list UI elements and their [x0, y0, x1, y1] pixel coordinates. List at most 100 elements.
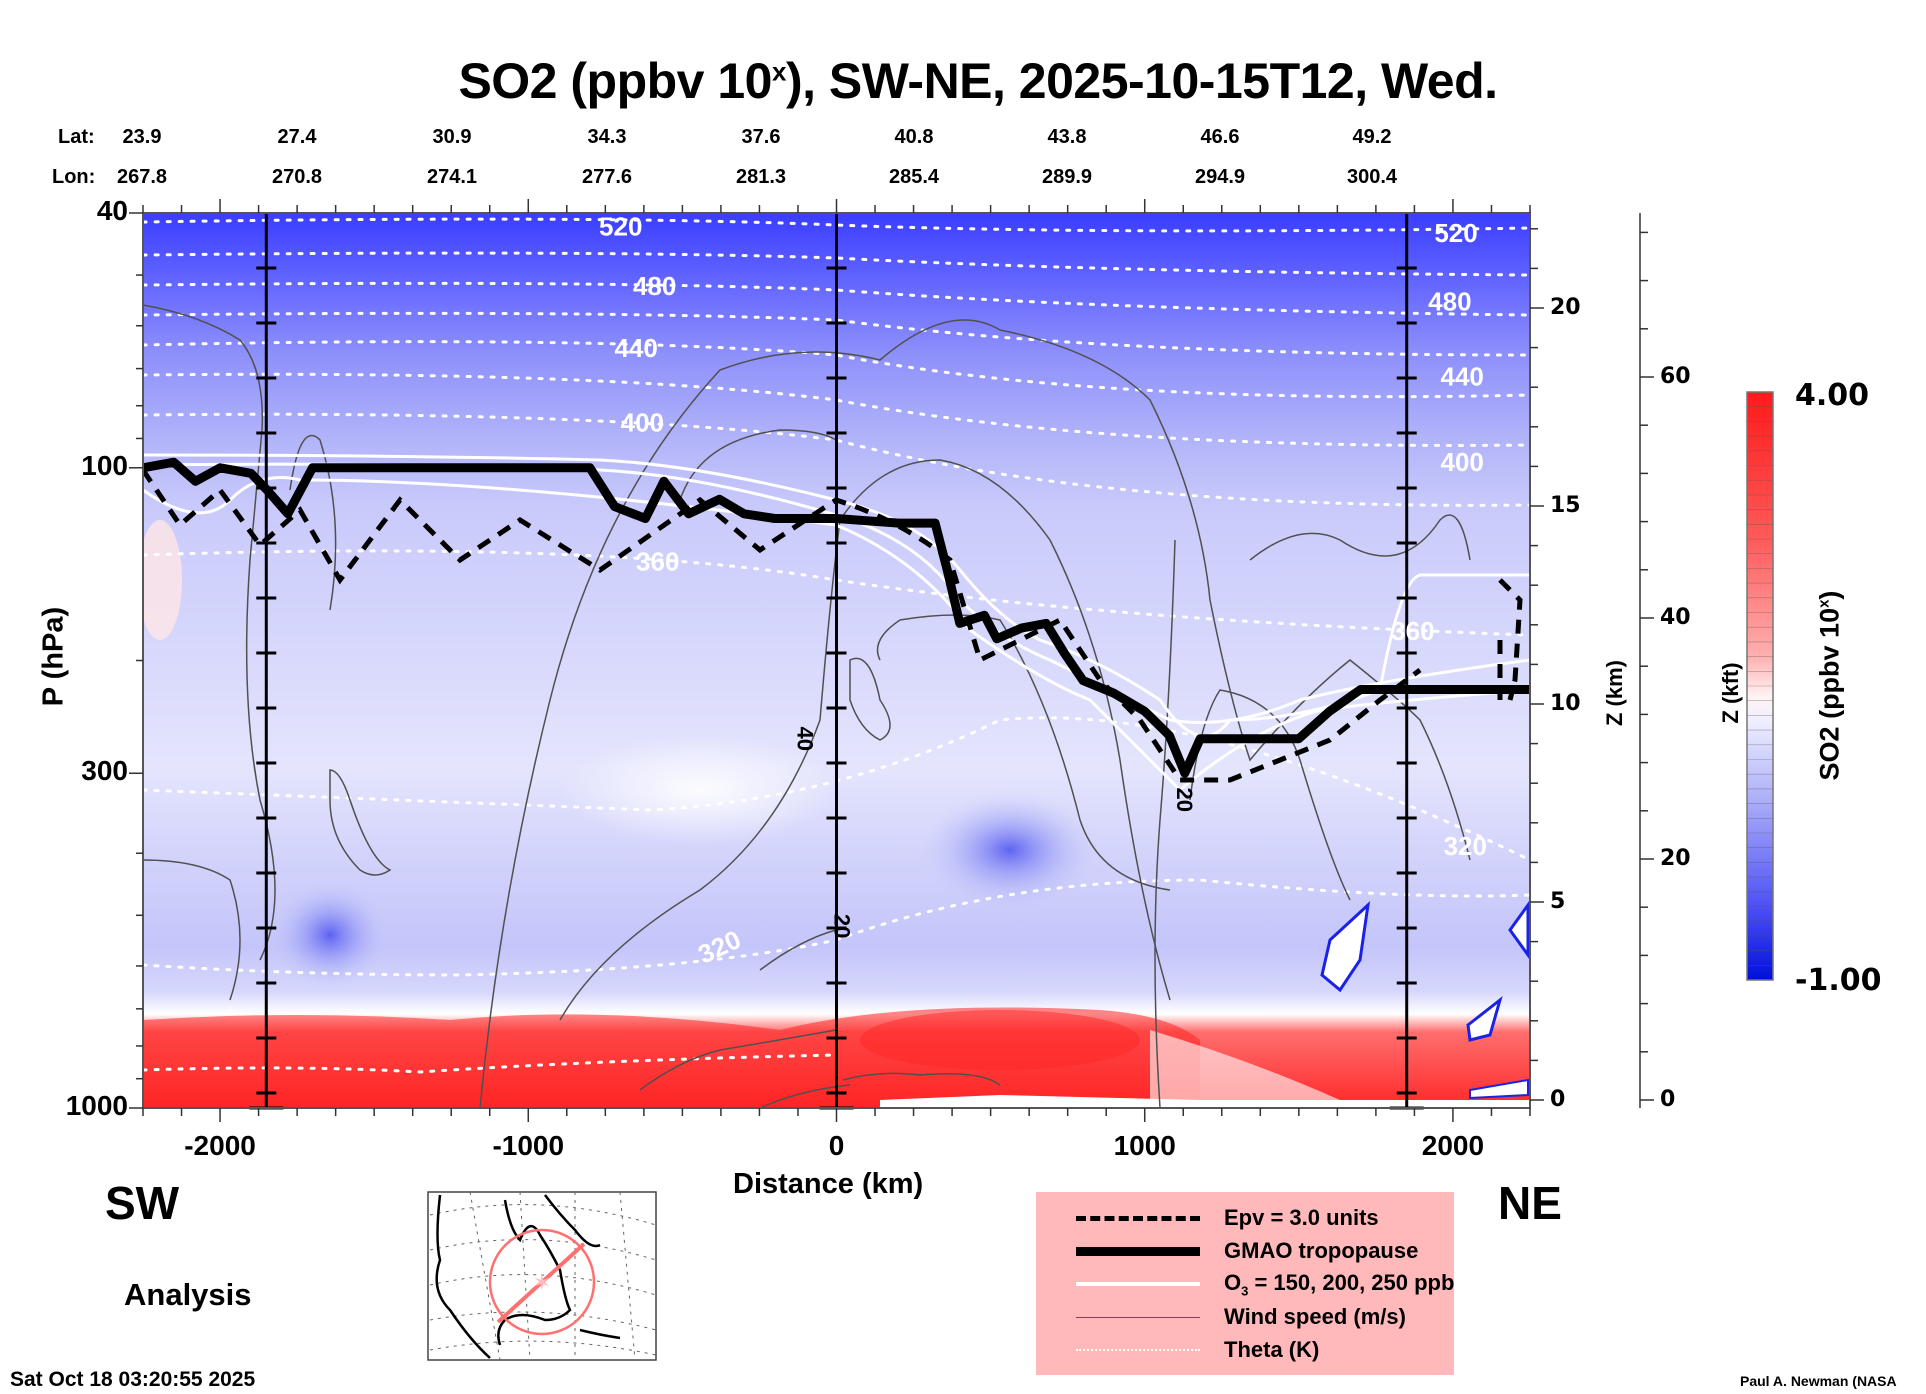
lon-value: 289.9: [1041, 166, 1093, 188]
lon-value: 281.3: [735, 166, 787, 188]
so2-white-pocket: [1469, 1078, 1529, 1100]
theta-label: 320: [1444, 831, 1487, 861]
legend-label: O3 = 150, 200, 250 ppb: [1224, 1270, 1454, 1298]
legend-item-theta: Theta (K): [1076, 1335, 1319, 1365]
wind-contour-line: [329, 769, 392, 876]
footer-credit: Paul A. Newman (NASA: [1740, 1373, 1897, 1389]
legend-label: Epv = 3.0 units: [1224, 1205, 1379, 1230]
wind-contour-line: [1189, 689, 1351, 901]
boundary-layer-red: [143, 1007, 1200, 1108]
theta-contour-line: [143, 217, 1530, 233]
lon-value: 294.9: [1194, 166, 1246, 188]
legend-label-rest: = 150, 200, 250 ppb: [1248, 1269, 1455, 1295]
theta-label: 480: [1428, 287, 1471, 317]
y-tick-label: 40: [96, 195, 128, 226]
z-kft-axis: [1639, 213, 1654, 1108]
run-type-label: Analysis: [124, 1277, 252, 1312]
legend-swatch-dotted: [1076, 1349, 1200, 1351]
direction-left-label: SW: [105, 1177, 180, 1229]
wind-contour-line: [639, 1029, 837, 1091]
z-km-tick-label: 15: [1550, 493, 1581, 518]
legend-item-wind: Wind speed (m/s): [1076, 1302, 1406, 1332]
lon-value: 274.1: [426, 166, 478, 188]
colorbar-max-label: 4.00: [1795, 378, 1870, 413]
legend-swatch-dashed: [1076, 1215, 1200, 1221]
lon-value: 300.4: [1346, 166, 1398, 188]
lon-value: 277.6: [581, 166, 633, 188]
so2-low-patch: [920, 790, 1100, 910]
map-center-star-icon: ✶: [533, 1270, 551, 1295]
wind-contour-line: [679, 429, 837, 501]
z-km-tick-label: 10: [1550, 691, 1581, 716]
title-text: SO2 (ppbv 10: [458, 53, 772, 109]
x-axis-ticks: [142, 199, 1531, 1122]
so2-pink-patch: [143, 520, 182, 640]
so2-field: [143, 213, 1530, 1108]
z-km-tick-label: 20: [1550, 295, 1581, 320]
wind-speed-label: 20: [830, 914, 855, 938]
wind-contour-line: [1249, 514, 1471, 561]
map-range-circle: [488, 1228, 596, 1336]
z-kft-tick-label: 20: [1660, 846, 1691, 871]
y-axis-title: P (hPa): [37, 606, 70, 707]
z-km-tick-label: 0: [1550, 1087, 1566, 1112]
y-axis-ticks: [129, 212, 143, 1109]
lon-value: 267.8: [116, 166, 168, 188]
so2-white-pocket: [1508, 900, 1530, 960]
colorbar-title-end: ): [1814, 590, 1845, 600]
wind-contour-line: [849, 657, 891, 741]
title-text-suffix: ), SW-NE, 2025-10-15T12, Wed.: [785, 53, 1498, 109]
x-tick-label: 2000: [1421, 1130, 1485, 1161]
lat-value: 27.4: [277, 126, 317, 148]
z-kft-tick-label: 0: [1660, 1087, 1676, 1112]
x-tick-label: 0: [828, 1130, 845, 1161]
title-superscript: x: [771, 56, 786, 87]
lon-label: Lon:: [52, 166, 96, 188]
legend-label-sub: 3: [1241, 1283, 1249, 1299]
legend-item-tropopause: GMAO tropopause: [1076, 1236, 1418, 1266]
theta-contour-line: [143, 251, 1530, 277]
lon-value: 285.4: [888, 166, 940, 188]
so2-white-pocket: [1320, 901, 1371, 993]
wind-contour-line: [876, 614, 1171, 891]
direction-right-label: NE: [1498, 1177, 1562, 1229]
wind-contour-line: [759, 929, 837, 971]
lat-value: 37.6: [741, 126, 781, 148]
z-kft-tick-label: 40: [1660, 605, 1691, 630]
theta-label: 400: [621, 408, 664, 438]
theta-contour-line: [143, 311, 1530, 357]
z-km-axis-title: Z (km): [1602, 660, 1627, 726]
map-coastlines: [435, 1194, 621, 1359]
legend-item-ozone: O3 = 150, 200, 250 ppb: [1076, 1269, 1454, 1299]
legend-label: Wind speed (m/s): [1224, 1304, 1406, 1329]
lat-value: 49.2: [1352, 126, 1392, 148]
colorbar-title-text: SO2 (ppbv 10: [1814, 607, 1845, 781]
surface-mask: [880, 1095, 1530, 1108]
theta-contour-line: [143, 716, 1530, 862]
theta-label: 360: [636, 546, 679, 576]
z-km-tick-label: 5: [1550, 889, 1566, 914]
wind-contour-line: [759, 1084, 851, 1108]
wind-contour-line: [842, 1072, 1001, 1086]
theta-label: 360: [1391, 616, 1434, 646]
legend-label: Theta (K): [1224, 1337, 1320, 1362]
x-axis-title: Distance (km): [733, 1168, 924, 1200]
theta-label: 440: [614, 333, 657, 363]
chart-title: SO2 (ppbv 10x), SW-NE, 2025-10-15T12, We…: [0, 52, 1926, 110]
colorbar-title: SO2 (ppbv 10x): [1815, 556, 1846, 816]
wind-labels: 40 20 20: [793, 727, 1197, 939]
z-kft-tick-label: 60: [1660, 364, 1691, 389]
lat-value: 46.6: [1200, 126, 1240, 148]
so2-low-patch: [270, 880, 390, 990]
legend-label-o: O: [1224, 1269, 1242, 1295]
map-inset: ✶: [427, 1191, 657, 1361]
wind-speed-label: 40: [793, 727, 818, 751]
lat-value: 43.8: [1047, 126, 1087, 148]
x-tick-label: -2000: [184, 1130, 256, 1161]
theta-contour-line: [143, 549, 1530, 637]
wind-contour-line: [1154, 539, 1176, 1108]
lat-value: 40.8: [894, 126, 934, 148]
z-kft-axis-title: Z (kft): [1718, 662, 1743, 724]
lat-value: 30.9: [432, 126, 472, 148]
